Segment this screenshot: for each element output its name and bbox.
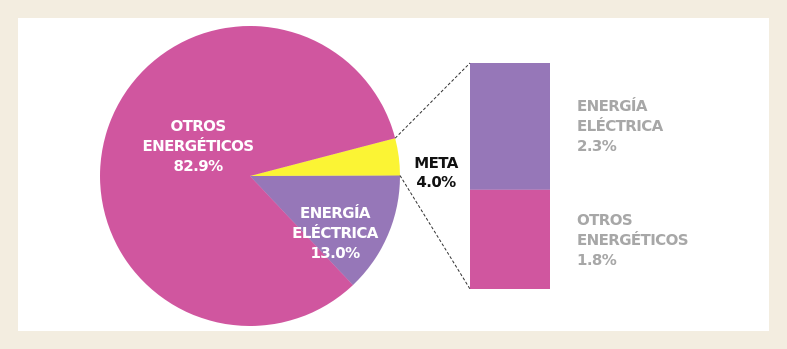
- bar-segment-otros: [470, 189, 550, 289]
- bar-label-electrica: ENERGÍA ELÉCTRICA 2.3%: [577, 96, 664, 155]
- connector-line-bottom: [399, 175, 471, 290]
- pie-label-electrica: ENERGÍA ELÉCTRICA 13.0%: [292, 203, 379, 262]
- pie-label-otros: OTROS ENERGÉTICOS 82.9%: [143, 117, 254, 175]
- pie-label-meta: META 4.0%: [414, 154, 458, 191]
- pie-slice-otros: [100, 26, 396, 327]
- bar-label-otros: OTROS ENERGÉTICOS 1.8%: [577, 211, 688, 269]
- bar-segment-electrica: [470, 63, 550, 190]
- pie-slice-meta: [250, 138, 400, 176]
- connector-line-top: [394, 62, 471, 139]
- pie-slice-electrica: [250, 175, 401, 286]
